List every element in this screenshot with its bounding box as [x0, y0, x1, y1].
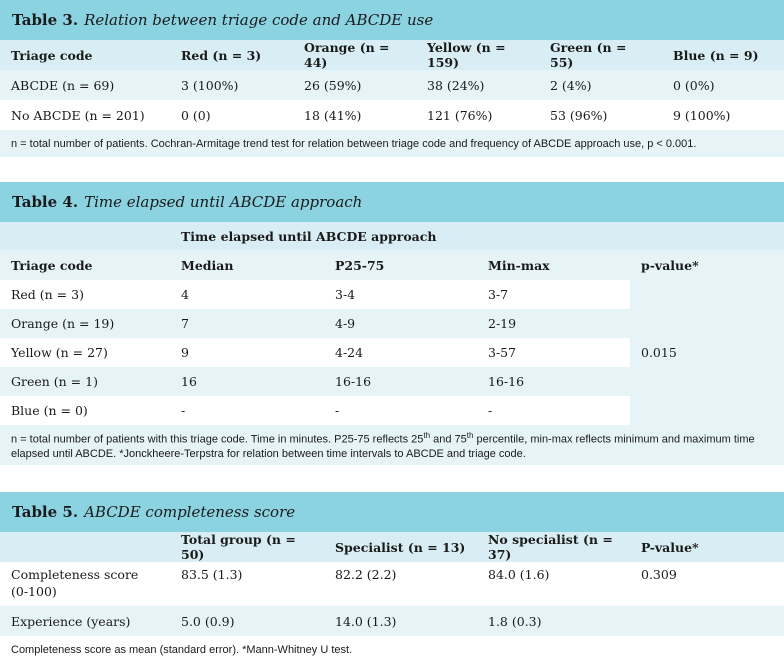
table-cell: 4-9 [335, 316, 356, 331]
table-5-header-row: Total group (n = 50) Specialist (n = 13)… [0, 532, 784, 562]
table-4-header-row: Triage code Median P25-75 Min-max p-valu… [0, 250, 784, 280]
table-5-caption: ABCDE completeness score [84, 503, 296, 521]
table-5-footnote: Completeness score as mean (standard err… [11, 643, 353, 656]
table-4-group-header: Time elapsed until ABCDE approach [181, 228, 437, 244]
table-cell: Green (n = 1) [11, 374, 98, 389]
table-3-footnote-row: n = total number of patients. Cochran-Ar… [0, 130, 784, 157]
table-3-header-cell: Triage code [11, 47, 93, 63]
table-cell: 4 [181, 287, 189, 302]
table-cell: 7 [181, 316, 189, 331]
table-3-header-cell: Red (n = 3) [181, 47, 262, 63]
table-cell: 83.5 (1.3) [181, 567, 243, 582]
table-4-header-cell: P25-75 [335, 257, 385, 273]
table-3: Table 3. Relation between triage code an… [0, 0, 784, 157]
table-cell: 1.8 (0.3) [488, 613, 542, 629]
table-cell: Blue (n = 0) [11, 403, 88, 418]
table-4-footnote-sup: th [423, 431, 431, 441]
table-cell: 121 (76%) [427, 107, 493, 123]
table-5-header-cell: P-value* [641, 539, 699, 555]
table-cell: 2 (4%) [550, 77, 592, 93]
table-cell: Completeness score (0-100) [11, 567, 139, 599]
table-3-header-cell: Yellow (n = 159) [427, 40, 506, 70]
table-3-header-cell: Blue (n = 9) [673, 47, 759, 63]
table-5-header-cell: No specialist (n = 37) [488, 532, 613, 562]
table-cell: 16 [181, 374, 197, 389]
table-cell: 3-57 [488, 345, 517, 360]
table-3-header-row: Triage code Red (n = 3) Orange (n = 44) … [0, 40, 784, 70]
table-4-pvalue-cell: 0.015 [630, 280, 784, 425]
table-cell: No ABCDE (n = 201) [11, 107, 145, 123]
table-4-caption: Time elapsed until ABCDE approach [84, 193, 363, 211]
table-3-caption: Relation between triage code and ABCDE u… [84, 11, 434, 29]
table-cell: 0.309 [641, 567, 677, 582]
table-5-title: Table 5. ABCDE completeness score [0, 492, 784, 532]
table-cell: 16-16 [488, 374, 525, 389]
table-4-header-cell: Triage code [11, 257, 93, 273]
table-cell: Orange (n = 19) [11, 316, 115, 331]
table-5-footnote-row: Completeness score as mean (standard err… [0, 636, 784, 663]
table-cell: 3-4 [335, 287, 356, 302]
table-4-header-cell: Median [181, 257, 234, 273]
table-cell: - [335, 403, 340, 418]
table-4-body: Red (n = 3) 4 3-4 3-7 Orange (n = 19) 7 … [0, 280, 784, 425]
table-3-footnote: n = total number of patients. Cochran-Ar… [11, 137, 697, 150]
table-cell: 9 [181, 345, 189, 360]
table-cell: ABCDE (n = 69) [11, 77, 115, 93]
table-row: Experience (years) 5.0 (0.9) 14.0 (1.3) … [0, 606, 784, 636]
table-4-footnote-part: n = total number of patients with this t… [11, 433, 424, 446]
table-cell: 16-16 [335, 374, 372, 389]
table-4-label: Table 4. [12, 193, 79, 211]
table-cell: 2-19 [488, 316, 517, 331]
table-5: Table 5. ABCDE completeness score Total … [0, 492, 784, 663]
table-4-footnote: n = total number of patients with this t… [0, 429, 784, 461]
table-5-header-cell: Specialist (n = 13) [335, 539, 466, 555]
table-cell: 14.0 (1.3) [335, 613, 397, 629]
table-cell: Experience (years) [11, 613, 131, 629]
table-4-pvalue: 0.015 [641, 345, 677, 360]
table-cell: 3-7 [488, 287, 509, 302]
table-3-header-cell: Green (n = 55) [550, 40, 627, 70]
table-5-header-cell: Total group (n = 50) [181, 532, 296, 562]
table-4-footnote-sup: th [466, 431, 474, 441]
table-cell: 0 (0%) [673, 77, 715, 93]
table-5-label: Table 5. [12, 503, 79, 521]
table-row: Completeness score (0-100) 83.5 (1.3) 82… [0, 562, 784, 606]
table-row: No ABCDE (n = 201) 0 (0) 18 (41%) 121 (7… [0, 100, 784, 130]
table-cell: 9 (100%) [673, 107, 731, 123]
table-3-title: Table 3. Relation between triage code an… [0, 0, 784, 40]
table-cell: Yellow (n = 27) [11, 345, 108, 360]
table-3-label: Table 3. [12, 11, 79, 29]
table-4-header-cell: Min-max [488, 257, 550, 273]
table-cell: 3 (100%) [181, 77, 239, 93]
table-cell: 18 (41%) [304, 107, 362, 123]
table-cell: 4-24 [335, 345, 364, 360]
table-cell: 84.0 (1.6) [488, 567, 550, 582]
table-4-header-cell: p-value* [641, 257, 699, 273]
table-cell: 82.2 (2.2) [335, 567, 397, 582]
table-cell: 38 (24%) [427, 77, 485, 93]
table-cell: 5.0 (0.9) [181, 613, 235, 629]
table-cell: - [488, 403, 493, 418]
table-4-footnote-part: percentile, min-max reflects minimum and… [11, 433, 755, 460]
table-cell: - [181, 403, 186, 418]
table-4: Table 4. Time elapsed until ABCDE approa… [0, 182, 784, 465]
table-3-header-cell: Orange (n = 44) [304, 40, 390, 70]
table-4-footnote-row: n = total number of patients with this t… [0, 425, 784, 465]
table-4-footnote-part: and 75 [430, 433, 467, 446]
table-cell: Red (n = 3) [11, 287, 84, 302]
table-row: ABCDE (n = 69) 3 (100%) 26 (59%) 38 (24%… [0, 70, 784, 100]
table-4-group-header-row: Time elapsed until ABCDE approach [0, 222, 784, 250]
table-4-title: Table 4. Time elapsed until ABCDE approa… [0, 182, 784, 222]
table-cell: 53 (96%) [550, 107, 608, 123]
table-cell: 26 (59%) [304, 77, 362, 93]
table-cell: 0 (0) [181, 107, 211, 123]
